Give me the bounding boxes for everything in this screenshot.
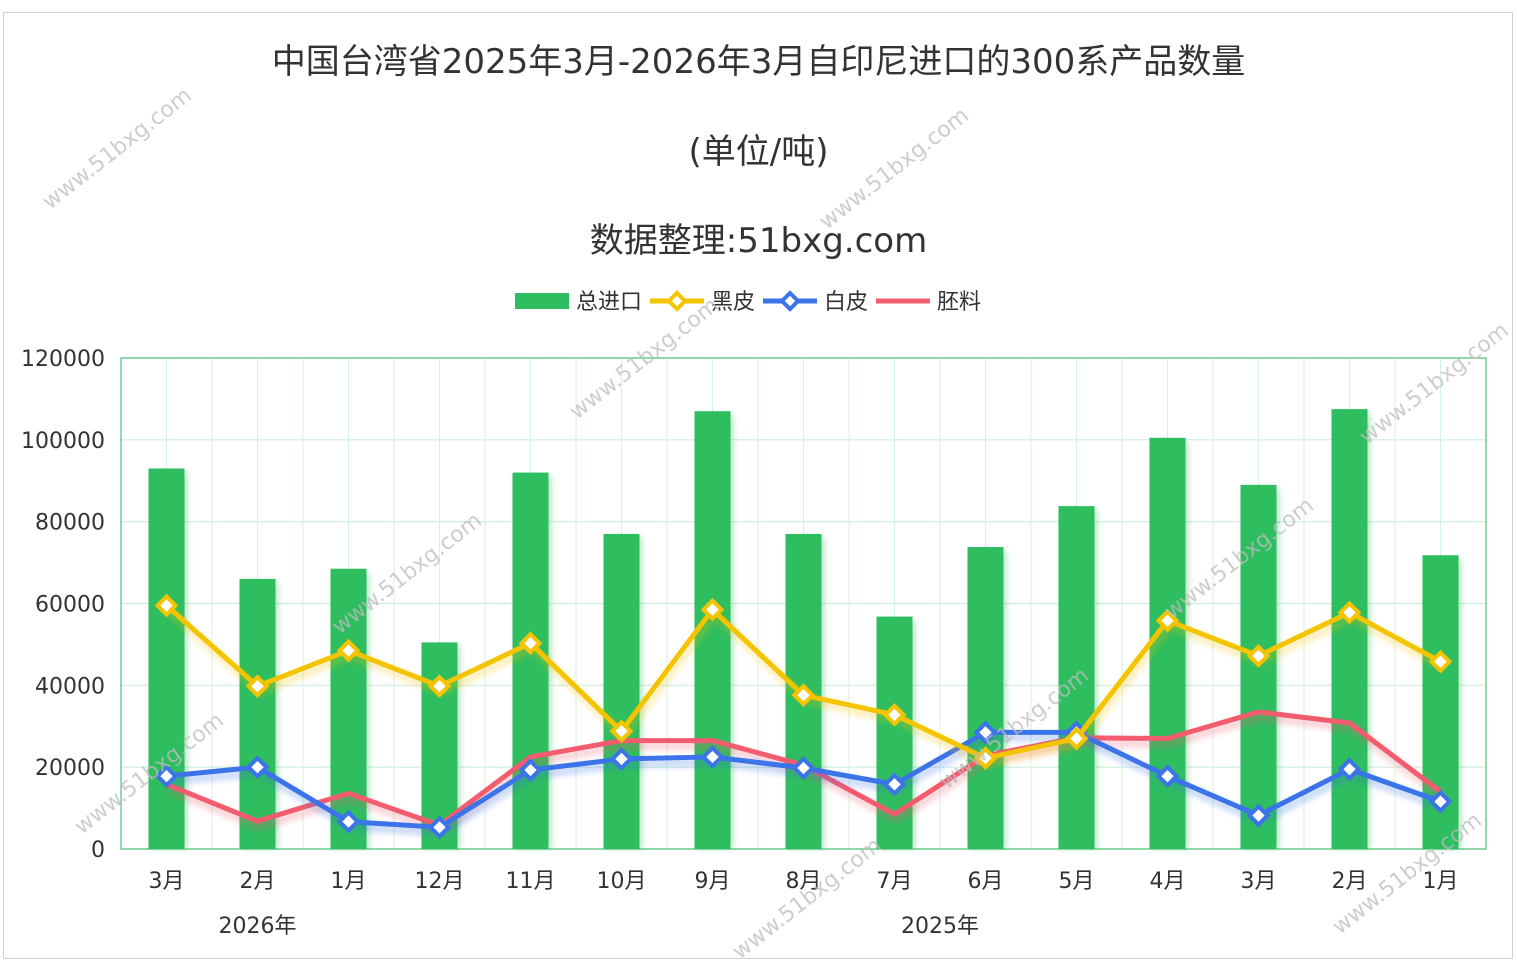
marker-黑皮 (1064, 726, 1089, 751)
marker-白皮 (1428, 789, 1453, 814)
marker-白皮 (1155, 764, 1180, 788)
legend: 总进口 黑皮 白皮 胚料 (515, 290, 981, 315)
marker-黑皮 (973, 746, 998, 770)
marker-黑皮 (882, 702, 907, 727)
y-tick-label: 40000 (35, 674, 105, 699)
y-tick-label: 120000 (21, 347, 105, 372)
x-tick-label: 1月 (1423, 869, 1459, 894)
x-tick-label: 5月 (1059, 869, 1095, 894)
y-tick-label: 80000 (35, 511, 105, 536)
y-tick-label: 100000 (21, 429, 105, 454)
x-group-label: 2026年 (219, 914, 297, 939)
marker-白皮 (973, 720, 998, 745)
marker-白皮 (1246, 803, 1271, 828)
marker-白皮 (1337, 757, 1362, 782)
y-axis: 0 20000 40000 60000 80000 100000 120000 (21, 347, 105, 863)
marker-黑皮 (1155, 608, 1180, 633)
marker-黑皮 (1337, 600, 1362, 625)
bar-total-import (967, 547, 1004, 849)
x-tick-label: 9月 (695, 869, 731, 894)
x-tick-label: 3月 (149, 869, 185, 894)
x-tick-label: 7月 (877, 869, 913, 894)
marker-黑皮 (1428, 649, 1453, 674)
marker-白皮 (245, 755, 270, 779)
marker-白皮 (336, 809, 361, 834)
legend-swatch (515, 293, 569, 309)
marker-白皮 (882, 772, 907, 797)
x-tick-label: 1月 (331, 869, 367, 894)
legend-label: 黑皮 (711, 290, 755, 315)
marker-黑皮 (336, 638, 361, 663)
line-series (154, 593, 1453, 840)
x-tick-label: 3月 (1241, 869, 1277, 894)
y-tick-label: 0 (91, 838, 105, 863)
legend-label: 胚料 (937, 290, 981, 315)
marker-黑皮 (609, 719, 634, 743)
x-tick-label: 2月 (1332, 869, 1368, 894)
marker-黑皮 (427, 674, 452, 698)
x-tick-label: 12月 (415, 869, 465, 894)
marker-黑皮 (791, 683, 816, 707)
legend-marker (666, 290, 688, 312)
chart-source: 数据整理:51bxg.com (589, 221, 928, 261)
bar-series (148, 409, 1462, 849)
x-tick-label: 6月 (968, 869, 1004, 894)
marker-白皮 (427, 815, 452, 840)
marker-白皮 (609, 747, 634, 771)
x-tick-label: 11月 (506, 869, 556, 894)
marker-白皮 (700, 745, 725, 769)
marker-白皮 (791, 756, 816, 780)
chart-title: 中国台湾省2025年3月-2026年3月自印尼进口的300系产品数量 (271, 42, 1246, 82)
bar-total-import (239, 578, 276, 849)
y-tick-label: 60000 (35, 593, 105, 618)
marker-白皮 (154, 764, 179, 788)
x-tick-label: 4月 (1150, 869, 1186, 894)
marker-黑皮 (154, 593, 179, 618)
y-tick-label: 20000 (35, 756, 105, 781)
legend-marker (779, 290, 801, 312)
legend-label: 总进口 (576, 290, 642, 315)
chart-subtitle: (单位/吨) (688, 132, 829, 172)
x-group-label: 2025年 (901, 914, 979, 939)
marker-白皮 (518, 758, 543, 782)
bar-total-import (1058, 506, 1095, 849)
x-tick-label: 8月 (786, 869, 822, 894)
legend-label: 白皮 (824, 290, 868, 315)
marker-黑皮 (245, 674, 270, 698)
marker-黑皮 (518, 631, 543, 656)
x-tick-label: 2月 (240, 869, 276, 894)
marker-黑皮 (700, 597, 725, 622)
bar-total-import (603, 533, 640, 849)
x-axis: 3月 2月 1月 12月 11月 10月 9月 8月 7月 6月 5月 4月 3月 2月 1月 2026年 20… (149, 869, 1459, 939)
x-tick-label: 10月 (597, 869, 647, 894)
marker-黑皮 (1246, 644, 1271, 668)
